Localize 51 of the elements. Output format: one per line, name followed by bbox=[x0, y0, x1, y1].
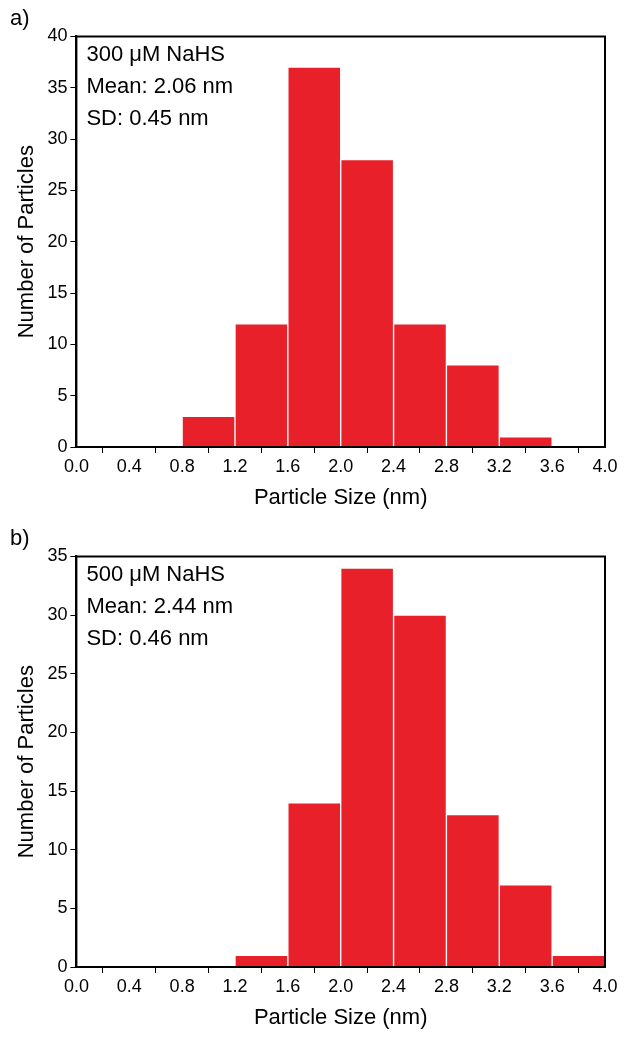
annotation: 300 μM NaHS bbox=[86, 41, 226, 67]
annotation: Mean: 2.44 nm bbox=[86, 593, 234, 619]
x-tick-label: 0.8 bbox=[169, 975, 195, 996]
y-tick-label: 10 bbox=[47, 838, 68, 859]
x-tick-label: 2.4 bbox=[381, 975, 407, 996]
y-tick-label: 25 bbox=[47, 179, 68, 200]
x-tick-label: 0.4 bbox=[116, 975, 142, 996]
y-axis-title: Number of Particles bbox=[13, 665, 39, 859]
x-tick-label: 2.0 bbox=[328, 455, 354, 476]
x-tick-label: 2.8 bbox=[433, 455, 459, 476]
x-tick-label: 1.2 bbox=[222, 975, 248, 996]
x-tick-label: 0.0 bbox=[63, 455, 89, 476]
annotation: 500 μM NaHS bbox=[86, 561, 226, 587]
y-tick-label: 15 bbox=[47, 780, 68, 800]
y-tick-label: 0 bbox=[57, 955, 68, 976]
y-tick-label: 35 bbox=[47, 76, 68, 97]
x-tick-label: 2.4 bbox=[381, 455, 407, 476]
x-tick-label: 1.2 bbox=[222, 455, 248, 476]
x-tick-label: 1.6 bbox=[275, 455, 301, 476]
x-tick-label: 3.2 bbox=[486, 455, 512, 476]
annotation: Mean: 2.06 nm bbox=[86, 73, 234, 99]
y-tick-label: 0 bbox=[57, 435, 68, 456]
y-tick-label: 40 bbox=[47, 25, 68, 46]
y-tick-label: 35 bbox=[47, 545, 68, 566]
x-axis-title: Particle Size (nm) bbox=[253, 1003, 428, 1029]
y-tick-label: 30 bbox=[47, 604, 68, 625]
x-tick-label: 1.6 bbox=[275, 975, 301, 996]
y-tick-label: 20 bbox=[47, 230, 68, 251]
y-tick-label: 5 bbox=[57, 897, 68, 918]
x-tick-label: 4.0 bbox=[592, 455, 618, 476]
y-tick-label: 25 bbox=[47, 662, 68, 683]
x-axis-title: Particle Size (nm) bbox=[253, 483, 428, 509]
x-tick-label: 2.8 bbox=[433, 975, 459, 996]
x-tick-label: 0.0 bbox=[63, 975, 89, 996]
chart-title: b) bbox=[10, 525, 30, 551]
x-tick-label: 3.6 bbox=[539, 975, 565, 996]
x-tick-label: 2.0 bbox=[328, 975, 354, 996]
y-tick-label: 5 bbox=[57, 384, 68, 405]
y-tick-label: 10 bbox=[47, 333, 68, 354]
y-axis-title: Number of Particles bbox=[13, 145, 39, 339]
x-tick-label: 0.4 bbox=[116, 455, 142, 476]
x-tick-label: 0.8 bbox=[169, 455, 195, 476]
x-tick-label: 3.6 bbox=[539, 455, 565, 476]
chart-title: a) bbox=[10, 5, 30, 31]
x-tick-label: 4.0 bbox=[592, 975, 618, 996]
y-tick-label: 15 bbox=[47, 281, 68, 302]
x-tick-label: 3.2 bbox=[486, 975, 512, 996]
y-tick-label: 20 bbox=[47, 721, 68, 742]
y-tick-label: 30 bbox=[47, 128, 68, 149]
annotation: SD: 0.45 nm bbox=[86, 105, 209, 131]
annotation: SD: 0.46 nm bbox=[86, 625, 209, 651]
